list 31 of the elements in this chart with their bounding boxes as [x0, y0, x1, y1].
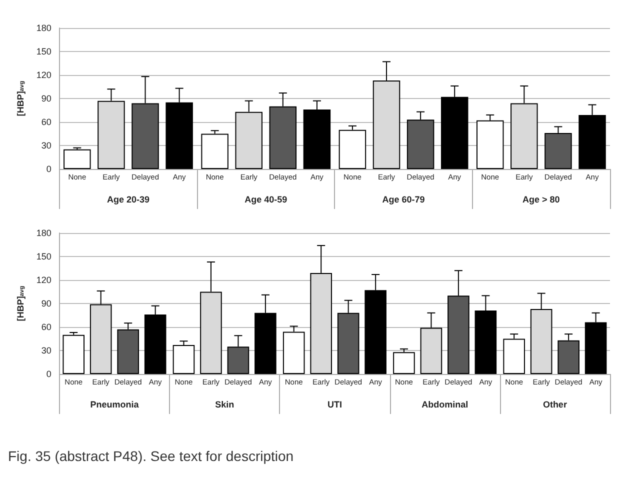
- y-tick-label: 150: [36, 46, 52, 56]
- bar: [393, 352, 415, 374]
- x-tick-label: UTI: [327, 400, 342, 410]
- bar: [201, 134, 228, 169]
- caption: Fig. 35 (abstract P48). See text for description: [8, 448, 295, 464]
- y-tick-label: 60: [41, 322, 52, 332]
- bar: [172, 345, 195, 374]
- x-tick-label: Pneumonia: [90, 400, 140, 410]
- bar: [338, 130, 366, 169]
- y-tick-label: 30: [41, 346, 52, 356]
- y-tick-label: 120: [36, 70, 52, 80]
- y-tick-label: 150: [36, 252, 52, 262]
- x-tick-label: Other: [542, 400, 568, 410]
- x-tick-label: Age 40-59: [244, 194, 288, 204]
- x-tick-label: Age 60-79: [382, 194, 425, 204]
- y-tick-label: 60: [41, 117, 52, 127]
- bar: [503, 338, 525, 374]
- x-tick-label: Skin: [215, 400, 234, 410]
- y-tick-label: 90: [41, 298, 52, 308]
- x-tick-label: Age > 80: [522, 194, 560, 204]
- x-tick-label: Abdominal: [422, 400, 468, 410]
- y-tick-label: 90: [41, 94, 52, 104]
- y-tick-label: 0: [46, 369, 52, 379]
- bar: [64, 149, 91, 169]
- y-tick-label: 120: [36, 275, 52, 285]
- y-tick-label: 30: [41, 140, 52, 150]
- x-tick-label: Age 20-39: [106, 194, 150, 204]
- bar: [62, 334, 85, 374]
- y-tick-label: 0: [46, 164, 52, 174]
- y-tick-label: 180: [36, 228, 52, 238]
- y-tick-label: 180: [36, 23, 52, 33]
